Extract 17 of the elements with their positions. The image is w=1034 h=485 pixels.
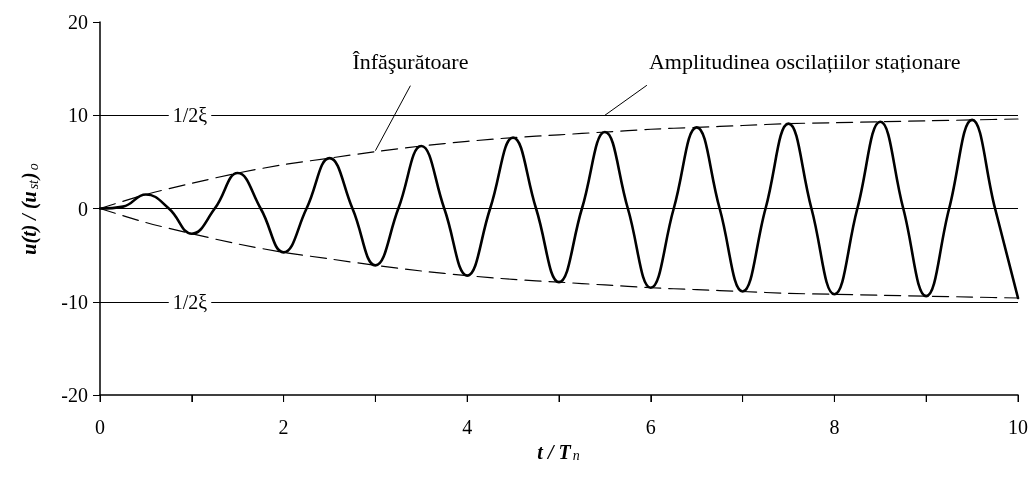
x-axis-title: t / Tn [537,440,580,464]
x-tick-label: 6 [645,416,656,438]
ref-line-label: 1/2ξ [172,290,208,313]
x-tick-label: 10 [1008,416,1028,438]
x-tick-label: 2 [278,416,289,438]
x-tick-label: 4 [462,416,473,438]
y-tick-label: -20 [61,384,88,406]
y-axis-title: u(t) / (ust)o [18,163,41,255]
x-tick-label: 0 [95,416,105,438]
y-tick-label: 10 [68,104,88,127]
y-tick-label: 0 [78,197,88,220]
y-tick-label: 20 [68,11,88,33]
x-tick-label: 8 [829,416,840,438]
ref-line-label: 1/2ξ [172,104,208,127]
annotation: Amplitudinea oscilațiilor staționare [648,48,961,74]
annotation: Înfăşurătoare [352,49,469,75]
y-tick-label: -10 [61,290,88,313]
